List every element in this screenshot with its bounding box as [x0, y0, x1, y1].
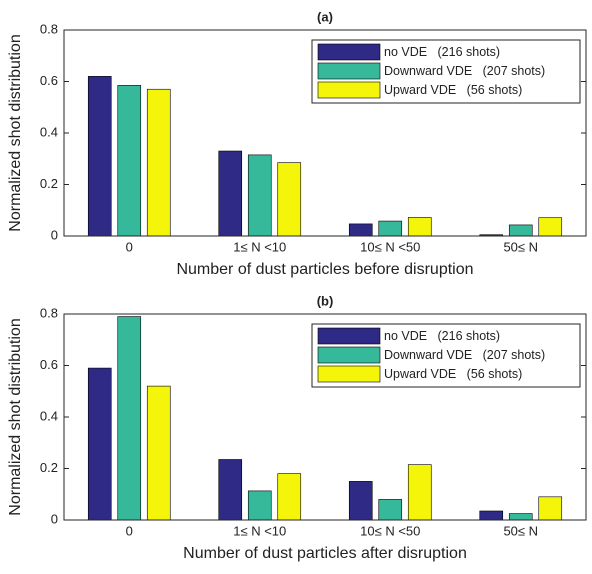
- bar: [508, 513, 533, 521]
- y-axis-label: Normalized shot distribution: [7, 34, 24, 231]
- x-tick-label: 10≤ N <50: [360, 239, 420, 254]
- bar: [348, 481, 373, 521]
- x-axis-label: Number of dust particles before disrupti…: [176, 261, 473, 278]
- bar: [538, 217, 563, 237]
- y-tick-label: 0.2: [40, 176, 58, 191]
- bar: [146, 385, 171, 521]
- y-tick-label: 0.2: [40, 460, 58, 475]
- axes-box: [63, 313, 587, 521]
- bar: [508, 224, 533, 237]
- bar: [538, 496, 563, 521]
- y-tick-label: 0.6: [40, 73, 58, 88]
- legend-label: Downward VDE (207 shots): [384, 348, 545, 362]
- y-tick-label: 0: [51, 227, 58, 242]
- bar: [218, 459, 243, 521]
- bar: [277, 473, 302, 521]
- legend-swatch: [317, 327, 381, 345]
- bar: [348, 223, 373, 237]
- x-tick-label: 50≤ N: [503, 523, 538, 538]
- x-tick-label: 0: [126, 523, 133, 538]
- bar: [146, 88, 171, 237]
- chart-title: (b): [317, 293, 334, 308]
- y-tick-label: 0.6: [40, 357, 58, 372]
- bar: [407, 217, 432, 237]
- x-tick-label: 1≤ N <10: [233, 523, 286, 538]
- bar: [87, 76, 112, 237]
- x-tick-label: 1≤ N <10: [233, 239, 286, 254]
- bar: [378, 220, 403, 237]
- y-tick-label: 0.8: [40, 305, 58, 320]
- legend-swatch: [317, 346, 381, 364]
- x-tick-label: 10≤ N <50: [360, 523, 420, 538]
- legend-swatch: [317, 62, 381, 80]
- legend-label: Upward VDE (56 shots): [384, 367, 522, 381]
- legend-label: Downward VDE (207 shots): [384, 64, 545, 78]
- y-tick-label: 0.4: [40, 124, 58, 139]
- bar: [378, 499, 403, 521]
- x-tick-label: 0: [126, 239, 133, 254]
- legend-label: no VDE (216 shots): [384, 329, 500, 343]
- y-tick-label: 0.4: [40, 408, 58, 423]
- bar: [277, 162, 302, 237]
- bar: [247, 490, 272, 521]
- y-axis-label: Normalized shot distribution: [7, 318, 24, 515]
- legend-label: no VDE (216 shots): [384, 45, 500, 59]
- x-axis-label: Number of dust particles after disruptio…: [183, 545, 467, 562]
- legend-swatch: [317, 365, 381, 383]
- y-tick-label: 0: [51, 511, 58, 526]
- bar: [87, 367, 112, 521]
- bar: [407, 464, 432, 521]
- axes-box: [63, 29, 587, 237]
- legend-swatch: [317, 43, 381, 61]
- legend-swatch: [317, 81, 381, 99]
- bar: [247, 154, 272, 237]
- legend-label: Upward VDE (56 shots): [384, 83, 522, 97]
- chart-title: (a): [317, 9, 333, 24]
- bar: [479, 510, 504, 521]
- x-tick-label: 50≤ N: [503, 239, 538, 254]
- bar: [117, 85, 142, 237]
- bar: [117, 316, 142, 521]
- bar: [218, 150, 243, 237]
- y-tick-label: 0.8: [40, 21, 58, 36]
